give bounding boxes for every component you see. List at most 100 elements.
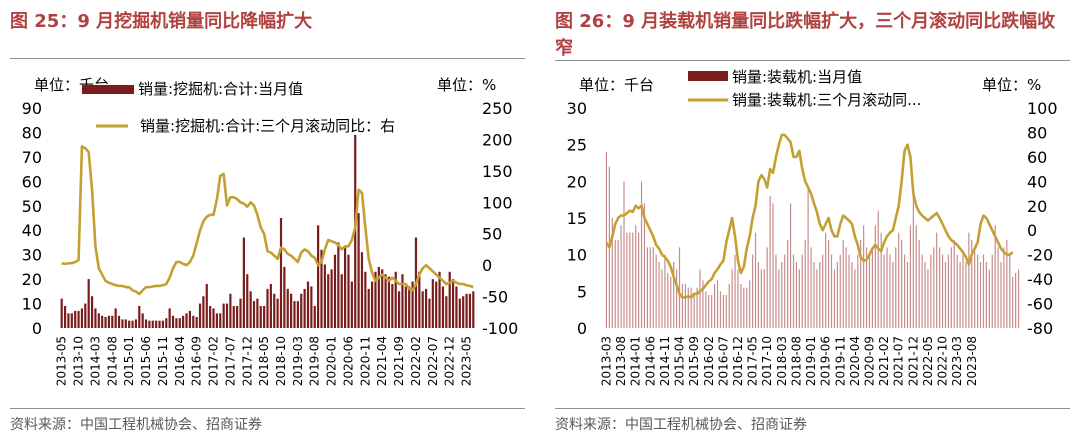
x-tick-label: 2016-02 xyxy=(702,336,716,386)
bar xyxy=(808,189,809,328)
bar xyxy=(236,306,238,328)
left-tick-label: 50 xyxy=(22,197,42,216)
bar xyxy=(828,240,829,328)
loader-chart: 051015202530-80-60-40-200204060801002013… xyxy=(545,0,1080,410)
bar xyxy=(796,262,797,328)
bar xyxy=(767,247,768,328)
x-tick-label: 2014-11 xyxy=(658,336,672,386)
legend-bar-label: 销量:装载机:当月值 xyxy=(732,68,862,86)
bar xyxy=(81,308,83,328)
bar xyxy=(802,255,803,328)
bar xyxy=(91,296,93,328)
bar xyxy=(799,269,800,328)
bar xyxy=(878,211,879,328)
bar xyxy=(834,269,835,328)
bar-series xyxy=(61,135,475,328)
bar xyxy=(647,247,648,328)
bar xyxy=(452,279,454,328)
x-tick-label: 2019-08 xyxy=(308,336,322,386)
bar xyxy=(148,321,150,328)
bar xyxy=(64,306,66,328)
bar xyxy=(179,318,181,328)
bar xyxy=(805,240,806,328)
bar xyxy=(714,284,715,328)
bar xyxy=(854,269,855,328)
bar xyxy=(656,255,657,328)
left-tick-label: 80 xyxy=(22,123,42,142)
bar-series xyxy=(606,152,1019,328)
source-note: 资料来源：中国工程机械协会、招商证券 xyxy=(10,414,262,434)
bar xyxy=(848,255,849,328)
bar xyxy=(84,304,86,328)
chart-panel-excavator: 图 25：9 月挖掘机销量同比降幅扩大 0 10 20 30 40 50 60 70 80 90 -… xyxy=(0,0,535,445)
bar xyxy=(283,267,285,328)
bar xyxy=(388,277,390,328)
right-tick-label: 40 xyxy=(1027,172,1047,191)
bar xyxy=(273,294,275,328)
bar xyxy=(936,233,937,328)
bar xyxy=(152,321,154,328)
right-tick-label: 0 xyxy=(482,256,492,275)
bar xyxy=(863,225,864,328)
bar xyxy=(263,306,265,328)
bar xyxy=(843,240,844,328)
bar xyxy=(670,277,671,328)
bar xyxy=(819,262,820,328)
x-tick-label: 2020-06 xyxy=(342,336,356,386)
right-tick-label: -40 xyxy=(1027,270,1053,289)
bar xyxy=(368,289,370,328)
x-tick-label: 2022-07 xyxy=(426,336,440,386)
bar xyxy=(726,295,727,328)
bar xyxy=(708,295,709,328)
bar xyxy=(1000,262,1001,328)
bar xyxy=(691,288,692,328)
bar xyxy=(997,247,998,328)
bar xyxy=(635,225,636,328)
bar xyxy=(886,247,887,328)
legend-bar-swatch xyxy=(82,85,134,94)
bar xyxy=(351,282,353,328)
left-tick-label: 40 xyxy=(22,221,42,240)
bar xyxy=(61,299,63,328)
bar xyxy=(846,247,847,328)
left-tick-label: 10 xyxy=(22,295,42,314)
bar xyxy=(924,262,925,328)
bar xyxy=(347,255,349,328)
bar xyxy=(965,262,966,328)
bar xyxy=(226,304,228,328)
bar xyxy=(615,240,616,328)
bar xyxy=(172,316,174,328)
bar xyxy=(67,313,69,328)
bar xyxy=(98,313,100,328)
bar xyxy=(682,284,683,328)
bar xyxy=(626,233,627,328)
x-tick-label: 2014-01 xyxy=(629,336,643,386)
source-rule xyxy=(10,408,525,409)
bar xyxy=(898,233,899,328)
x-tick-label: 2015-09 xyxy=(687,336,701,386)
bar xyxy=(310,286,312,328)
left-tick-label: 10 xyxy=(567,246,587,265)
x-tick-label: 2023-05 xyxy=(460,336,474,386)
x-tick-label: 2019-01 xyxy=(804,336,818,386)
bar xyxy=(930,255,931,328)
bar xyxy=(135,319,137,328)
bar xyxy=(472,291,474,328)
bar xyxy=(307,282,309,328)
bar xyxy=(892,262,893,328)
bar xyxy=(131,321,133,328)
bar xyxy=(334,255,336,328)
left-tick-label: 20 xyxy=(567,172,587,191)
bar xyxy=(182,316,184,328)
right-tick-label: 100 xyxy=(1027,99,1058,118)
bar xyxy=(300,294,302,328)
x-tick-label: 2016-07 xyxy=(716,336,730,386)
left-tick-label: 60 xyxy=(22,172,42,191)
left-tick-label: 20 xyxy=(22,270,42,289)
bar xyxy=(405,286,407,328)
bar xyxy=(229,294,231,328)
excavator-chart: 0 10 20 30 40 50 60 70 80 90 -100 -50 0 50 100 150 200 25… xyxy=(0,0,535,410)
bar xyxy=(901,240,902,328)
bar xyxy=(297,301,299,328)
x-tick-label: 2020-04 xyxy=(848,336,862,386)
